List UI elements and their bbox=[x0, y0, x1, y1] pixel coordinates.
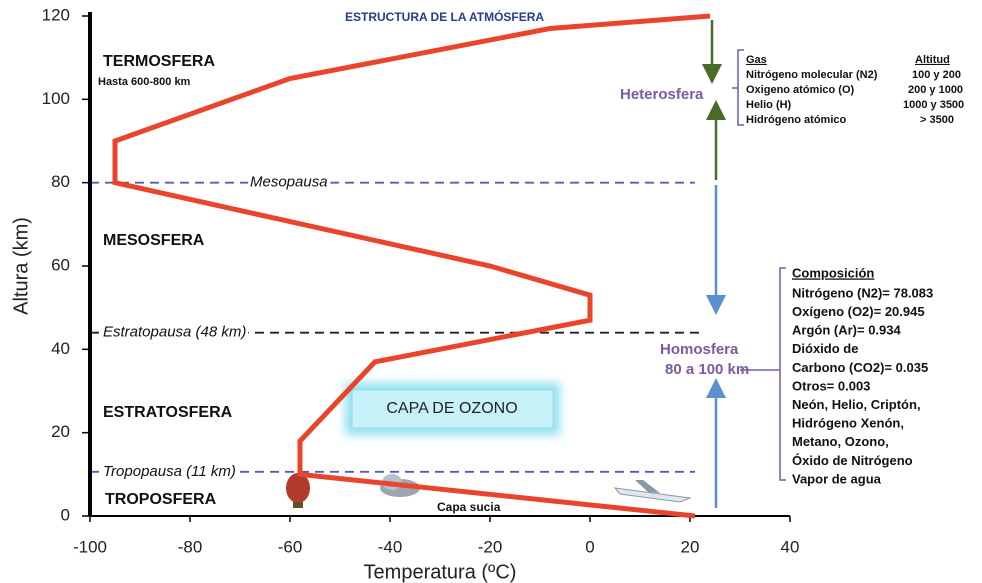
annotation: MESOSFERA bbox=[103, 232, 205, 249]
gas-table: Gas Altitud Nitrógeno molecular (N2) 100… bbox=[746, 54, 964, 126]
y-tick-label: 60 bbox=[51, 255, 70, 274]
x-tick-label: 40 bbox=[781, 537, 800, 556]
composition-item: Carbono (CO2)= 0.035 bbox=[792, 360, 928, 375]
annotation: CAPA DE OZONO bbox=[386, 400, 517, 417]
composition-item: Óxido de Nitrógeno bbox=[792, 453, 913, 468]
x-tick-label: 20 bbox=[681, 537, 700, 556]
table-cell: Nitrógeno molecular (N2) bbox=[746, 69, 878, 81]
table-header: Gas bbox=[746, 54, 767, 66]
composition-item: Nitrógeno (N2)= 78.083 bbox=[792, 285, 933, 300]
reference-label: Mesopausa bbox=[250, 174, 328, 191]
x-axis-label: Temperatura (ºC) bbox=[364, 561, 517, 583]
annotation: Hasta 600-800 km bbox=[98, 76, 191, 88]
table-cell: Helio (H) bbox=[746, 99, 792, 111]
x-tick-label: -60 bbox=[278, 537, 303, 556]
x-tick-label: -80 bbox=[178, 537, 203, 556]
table-cell: 1000 y 3500 bbox=[903, 99, 964, 111]
y-tick-label: 120 bbox=[42, 5, 70, 24]
bracket bbox=[740, 267, 786, 481]
annotation: TERMOSFERA bbox=[103, 53, 215, 70]
y-tick-label: 40 bbox=[51, 339, 70, 358]
composition-item: Oxígeno (O2)= 20.945 bbox=[792, 304, 925, 319]
table-header: Altitud bbox=[915, 54, 950, 66]
chart-title: ESTRUCTURA DE LA ATMÓSFERA bbox=[345, 9, 544, 24]
composition-item: Metano, Ozono, bbox=[792, 434, 889, 449]
y-tick-label: 80 bbox=[51, 172, 70, 191]
plane-icon bbox=[613, 480, 692, 503]
composition-item: Otros= 0.003 bbox=[792, 378, 870, 393]
table-cell: 200 y 1000 bbox=[908, 84, 963, 96]
bracket bbox=[732, 49, 744, 126]
table-cell: Oxigeno atómico (O) bbox=[746, 84, 855, 96]
table-cell: Hidrógeno atómico bbox=[746, 114, 847, 126]
composition-item: Dióxido de bbox=[792, 341, 858, 356]
composition-item: Argón (Ar)= 0.934 bbox=[792, 323, 901, 338]
composition-item: Vapor de agua bbox=[792, 471, 882, 486]
x-tick-label: -40 bbox=[378, 537, 403, 556]
composition-title: Composición bbox=[792, 265, 874, 280]
y-axis-label: Altura (km) bbox=[10, 217, 32, 315]
annotation: 80 a 100 km bbox=[665, 361, 749, 378]
x-tick-label: -100 bbox=[73, 537, 107, 556]
y-tick-label: 100 bbox=[42, 89, 70, 108]
y-tick-label: 0 bbox=[61, 505, 70, 524]
annotation: Capa sucia bbox=[437, 500, 501, 514]
composition-item: Neón, Helio, Criptón, bbox=[792, 397, 921, 412]
x-tick-label: -20 bbox=[478, 537, 503, 556]
annotation: Heterosfera bbox=[620, 86, 704, 103]
composition-item: Hidrógeno Xenón, bbox=[792, 416, 904, 431]
table-cell: > 3500 bbox=[920, 114, 954, 126]
reference-label: Estratopausa (48 km) bbox=[103, 324, 246, 341]
annotation: ESTRATOSFERA bbox=[103, 404, 233, 421]
x-tick-label: 0 bbox=[585, 537, 594, 556]
balloon-icon bbox=[286, 473, 310, 508]
temperature-line bbox=[112, 13, 711, 519]
annotation: Homosfera bbox=[660, 341, 739, 358]
annotation: TROPOSFERA bbox=[105, 491, 217, 508]
table-cell: 100 y 200 bbox=[912, 69, 961, 81]
reference-label: Tropopausa (11 km) bbox=[103, 463, 236, 480]
y-tick-label: 20 bbox=[51, 422, 70, 441]
ozone-box bbox=[351, 389, 554, 429]
